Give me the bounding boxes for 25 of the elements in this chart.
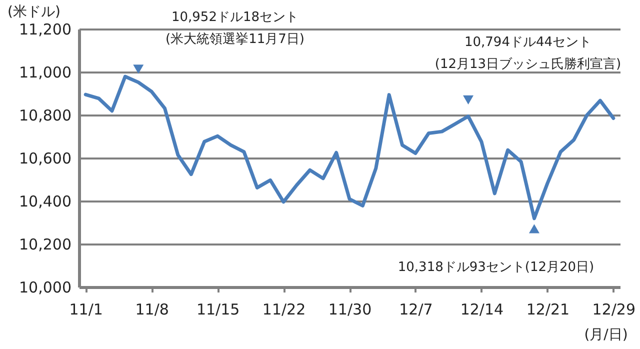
x-tick-label: 12/21 bbox=[526, 300, 570, 318]
x-tick-label: 11/30 bbox=[328, 300, 372, 318]
annotation: 10,952ドル18セント (米大統領選挙11月7日) bbox=[166, 10, 304, 47]
x-tick-label: 12/7 bbox=[399, 300, 433, 318]
y-axis-title: (米ドル) bbox=[8, 4, 60, 20]
x-axis-title: (月/日) bbox=[584, 327, 628, 343]
line-series bbox=[84, 74, 616, 220]
x-tick-label: 11/8 bbox=[135, 300, 169, 318]
annotation: 10,318ドル93セント(12月20日) bbox=[398, 260, 594, 275]
x-tick-label: 12/14 bbox=[460, 300, 504, 318]
point bbox=[528, 224, 540, 234]
y-tick-label: 11,200 bbox=[19, 20, 72, 38]
y-tick-label: 10,400 bbox=[19, 192, 72, 210]
y-tick-label: 10,000 bbox=[19, 278, 72, 296]
y-tick-label: 10,600 bbox=[19, 150, 72, 168]
annotation: 10,794ドル44セント (12月13日ブッシュ氏勝利宣言) bbox=[434, 35, 622, 72]
x-tick-label: 11/22 bbox=[262, 300, 306, 318]
point bbox=[463, 95, 474, 104]
point bbox=[133, 64, 144, 74]
y-tick-label: 10,800 bbox=[19, 106, 72, 124]
y-tick-label: 10,200 bbox=[19, 236, 72, 254]
y-tick-label: 11,000 bbox=[19, 64, 72, 82]
x-tick-label: 11/15 bbox=[196, 300, 240, 318]
x-tick-label: 12/29 bbox=[592, 300, 636, 318]
x-tick-label: 11/1 bbox=[69, 300, 103, 318]
